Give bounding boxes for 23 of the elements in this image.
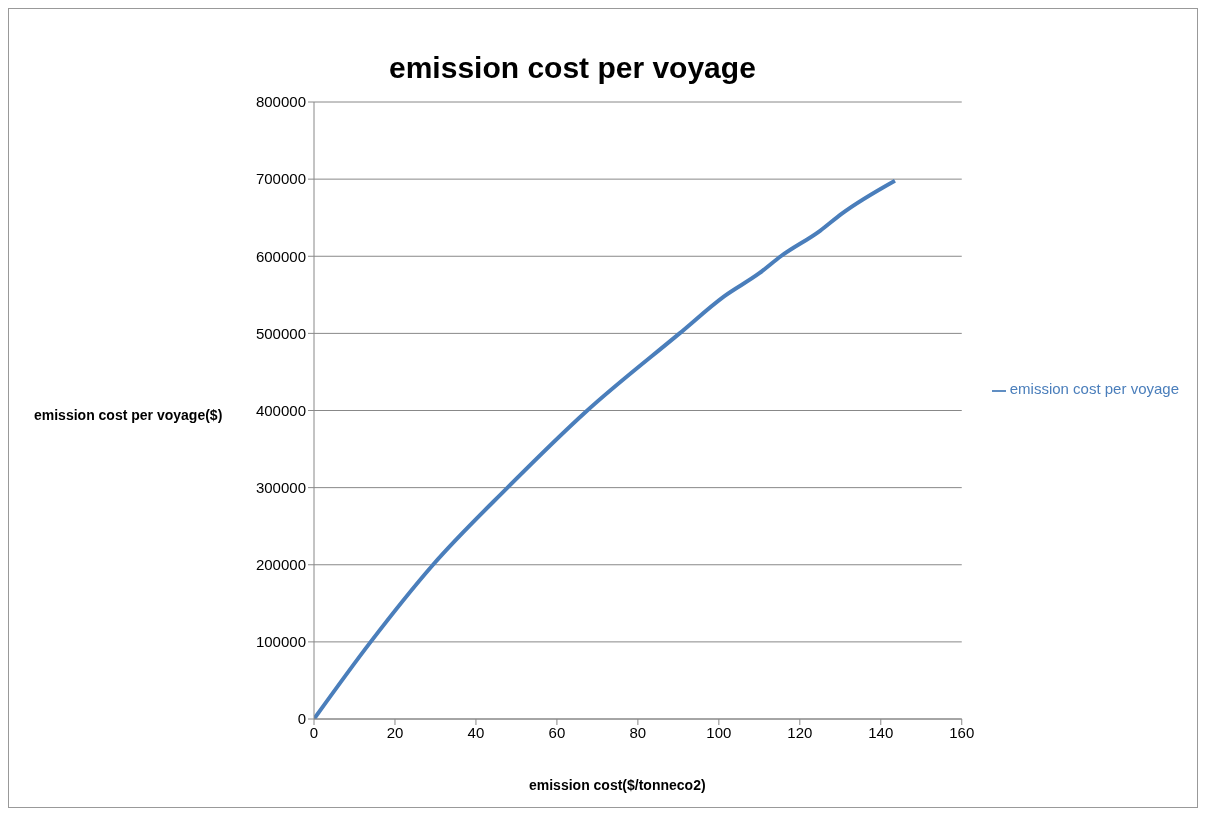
y-tick-label: 200000	[255, 556, 306, 574]
y-tick-label: 400000	[255, 401, 306, 419]
y-tick-label: 500000	[255, 324, 306, 342]
x-tick-label: 100	[706, 723, 732, 741]
x-tick-label: 160	[949, 723, 975, 741]
line-series	[314, 178, 897, 719]
y-tick-label: 800000	[255, 93, 306, 111]
x-tick-label: 20	[386, 723, 404, 741]
y-axis-title: emission cost per voyage($)	[34, 407, 223, 423]
legend-label: emission cost per voyage	[1009, 380, 1179, 398]
y-tick-label: 0	[297, 710, 306, 728]
x-tick-label: 0	[309, 723, 319, 741]
x-tick-label: 80	[629, 723, 647, 741]
x-tick-label: 40	[467, 723, 485, 741]
y-tick-label: 300000	[255, 478, 306, 496]
x-axis-title: emission cost($/tonneco2)	[529, 777, 706, 793]
y-tick-label: 600000	[255, 247, 306, 265]
chart-title: emission cost per voyage	[389, 51, 756, 85]
y-tick-label: 100000	[255, 633, 306, 651]
x-tick-label: 140	[868, 723, 894, 741]
y-tick-label: 700000	[255, 170, 306, 188]
x-tick-label: 120	[787, 723, 813, 741]
x-tick-label: 60	[548, 723, 566, 741]
